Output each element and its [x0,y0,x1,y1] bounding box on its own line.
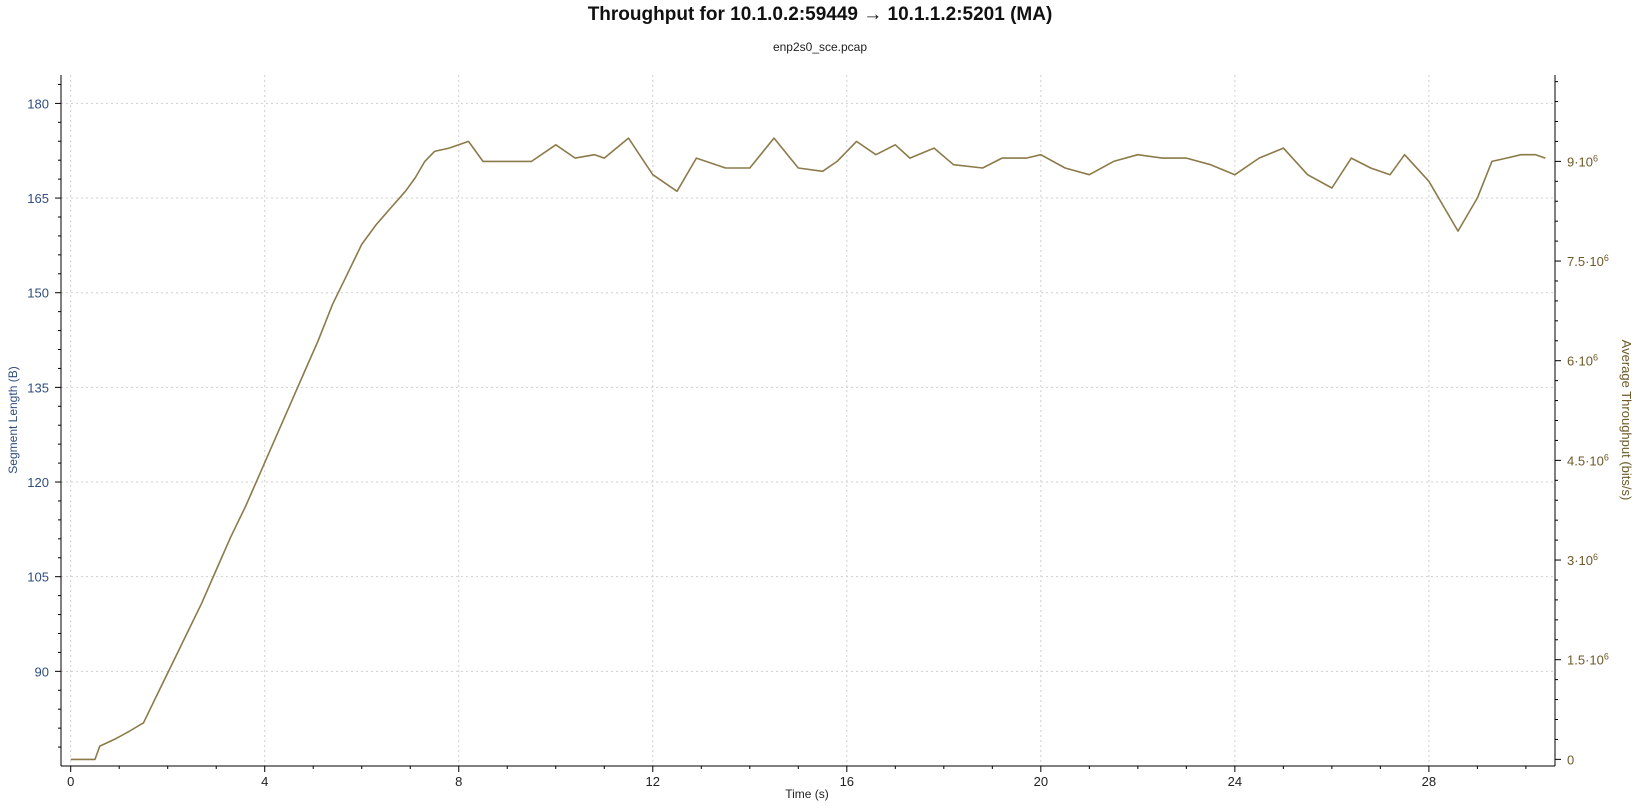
y-right-tick-label: 7.5·106 [1567,253,1609,269]
x-tick-label: 0 [67,774,74,789]
y-left-tick-label: 180 [27,96,49,111]
throughput-series-line [70,137,1546,761]
tick-labels: 0 4 8 12 16 20 24 28 90 105 120 135 150 165 180 0 1.5·10… [27,96,1609,789]
x-tick-label: 12 [646,774,660,789]
x-tick-label: 28 [1422,774,1436,789]
x-tick-label: 24 [1228,774,1242,789]
series-layer [70,137,1546,761]
y-right-tick-label: 6·106 [1567,353,1598,369]
y-left-tick-label: 165 [27,191,49,206]
y-left-tick-label: 120 [27,475,49,490]
y-left-tick-label: 90 [35,664,49,679]
x-axis-label: Time (s) [785,787,829,801]
x-tick-label: 20 [1034,774,1048,789]
y-right-tick-label: 3·106 [1567,552,1598,568]
chart-subtitle: enp2s0_sce.pcap [772,40,868,54]
x-tick-label: 4 [261,774,268,789]
y-left-tick-label: 135 [27,380,49,395]
x-tick-label: 8 [455,774,462,789]
y-right-tick-label: 4.5·106 [1567,452,1609,468]
y-left-tick-label: 105 [27,570,49,585]
y-left-tick-label: 150 [27,286,49,301]
y-right-tick-label: 1.5·106 [1567,652,1609,668]
y-axis-left-label: Segment Length (B) [6,366,20,473]
grid [61,75,1555,766]
axes [55,75,1561,772]
y-axis-right-label: Average Throughput (bits/s) [1619,340,1634,501]
chart-title: Throughput for 10.1.0.2:59449 → 10.1.1.2… [587,4,1053,25]
y-right-tick-label: 0 [1567,752,1574,767]
y-right-tick-label: 9·106 [1567,153,1598,169]
x-tick-label: 16 [840,774,854,789]
